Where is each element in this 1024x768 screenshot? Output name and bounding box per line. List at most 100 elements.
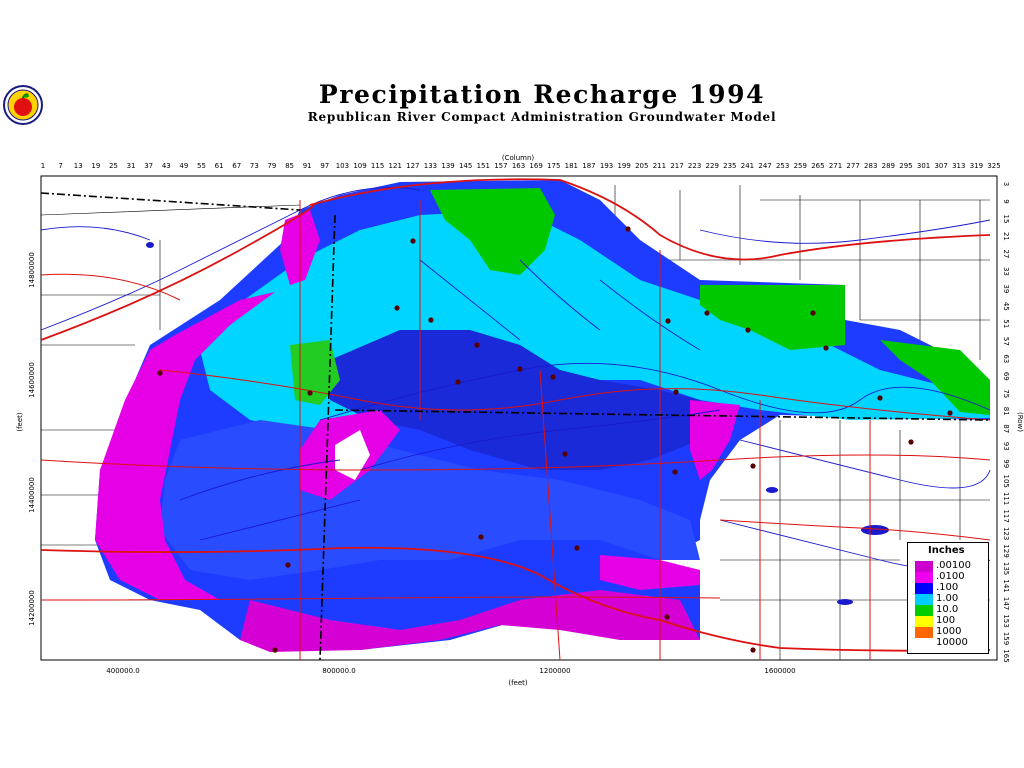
column-label: 25	[109, 162, 118, 170]
legend-swatch	[915, 583, 933, 594]
column-label: 79	[267, 162, 276, 170]
column-label: 169	[529, 162, 542, 170]
column-label: 205	[635, 162, 648, 170]
column-label: 139	[441, 162, 454, 170]
column-label: 193	[600, 162, 613, 170]
x-tick-label: 1200000	[539, 667, 570, 675]
row-label: 27	[1002, 249, 1010, 258]
column-label: 325	[987, 162, 1000, 170]
legend-label: 1000	[936, 626, 962, 637]
row-label: 141	[1002, 579, 1010, 592]
magenta-east-patch	[690, 400, 740, 480]
row-label: 75	[1002, 389, 1010, 398]
column-label: 175	[547, 162, 560, 170]
row-label: 21	[1002, 232, 1010, 241]
row-label: 39	[1002, 284, 1010, 293]
column-label: 319	[970, 162, 983, 170]
row-label: 45	[1002, 302, 1010, 311]
column-label: 271	[829, 162, 842, 170]
column-label: 235	[723, 162, 736, 170]
legend-label: .00100	[936, 560, 971, 571]
row-label: 129	[1002, 544, 1010, 557]
state-boundaries	[40, 192, 991, 661]
green-east-zone	[700, 285, 845, 350]
x-tick-label: 800000.0	[322, 667, 355, 675]
column-label: 109	[353, 162, 366, 170]
legend-item: .0100	[915, 571, 989, 583]
column-labels: 1 7 13 19 25 31 37 43 49 55 61 67 73 79 85 91 97 103 109 11…	[41, 162, 1001, 170]
magenta-west-band	[95, 292, 275, 600]
column-label: 115	[371, 162, 384, 170]
column-label: 133	[424, 162, 437, 170]
column-label: 223	[688, 162, 701, 170]
white-island	[335, 430, 370, 480]
row-label: 9	[1002, 199, 1010, 203]
legend-item: .00100	[915, 560, 989, 572]
column-label: 259	[794, 162, 807, 170]
row-label: 147	[1002, 597, 1010, 610]
column-label: 307	[934, 162, 947, 170]
row-label: 165	[1002, 649, 1010, 662]
map-title: Precipitation Recharge 1994	[318, 80, 766, 109]
model-area-inner-blue	[330, 330, 700, 470]
x-tick-labels: 400000.0 800000.0 1200000 1600000	[106, 667, 795, 675]
roads	[40, 178, 991, 661]
column-label: 1	[41, 162, 45, 170]
legend-item: 10000	[915, 637, 989, 649]
row-label: 57	[1002, 337, 1010, 346]
legend-label: 10.0	[936, 604, 959, 615]
green-east-strip	[880, 340, 990, 415]
legend-swatch	[915, 605, 933, 616]
legend-swatch	[915, 627, 933, 638]
column-label: 61	[215, 162, 224, 170]
row-label: 33	[1002, 267, 1010, 276]
legend-label: 10000	[936, 637, 968, 648]
rivers	[40, 187, 991, 571]
row-label: 81	[1002, 407, 1010, 416]
column-label: 301	[917, 162, 930, 170]
column-label: 241	[741, 162, 754, 170]
column-label: 265	[811, 162, 824, 170]
row-axis-title: (Row)	[1016, 412, 1024, 432]
row-label: 111	[1002, 492, 1010, 505]
column-label: 229	[706, 162, 719, 170]
column-label: 283	[864, 162, 877, 170]
column-label: 247	[758, 162, 771, 170]
row-label: 69	[1002, 372, 1010, 381]
column-label: 85	[285, 162, 294, 170]
column-label: 211	[653, 162, 666, 170]
column-label: 37	[144, 162, 153, 170]
x-axis-title: (feet)	[508, 679, 528, 687]
legend-swatch	[915, 561, 933, 572]
legend-label: 1.00	[936, 593, 959, 604]
column-label: 31	[127, 162, 136, 170]
row-label: 123	[1002, 527, 1010, 540]
row-label: 15	[1002, 215, 1010, 224]
y-tick-labels: 14800000 14600000 14400000 14200000	[28, 252, 36, 626]
column-label: 73	[250, 162, 259, 170]
row-label: 159	[1002, 632, 1010, 645]
y-tick-label: 14200000	[28, 590, 36, 626]
legend-swatch	[915, 572, 933, 583]
map-subtitle: Republican River Compact Administration …	[307, 110, 777, 124]
column-label: 217	[670, 162, 683, 170]
column-label: 253	[776, 162, 789, 170]
column-label: 13	[74, 162, 83, 170]
column-axis-title: (Column)	[502, 154, 535, 162]
lakes	[146, 242, 889, 605]
legend-item: .100	[915, 582, 989, 594]
row-label: 93	[1002, 442, 1010, 451]
row-label: 51	[1002, 319, 1010, 328]
row-labels: 3915212733394551576369758187939910511111…	[1002, 182, 1010, 663]
column-label: 187	[582, 162, 595, 170]
legend-label: .0100	[936, 571, 965, 582]
city-markers	[157, 226, 953, 653]
legend-label: 100	[936, 615, 956, 626]
legend-item: 1000	[915, 626, 989, 638]
column-label: 7	[58, 162, 62, 170]
legend-item: 100	[915, 615, 989, 627]
row-label: 153	[1002, 614, 1010, 627]
column-label: 163	[512, 162, 525, 170]
y-tick-label: 14600000	[28, 362, 36, 398]
